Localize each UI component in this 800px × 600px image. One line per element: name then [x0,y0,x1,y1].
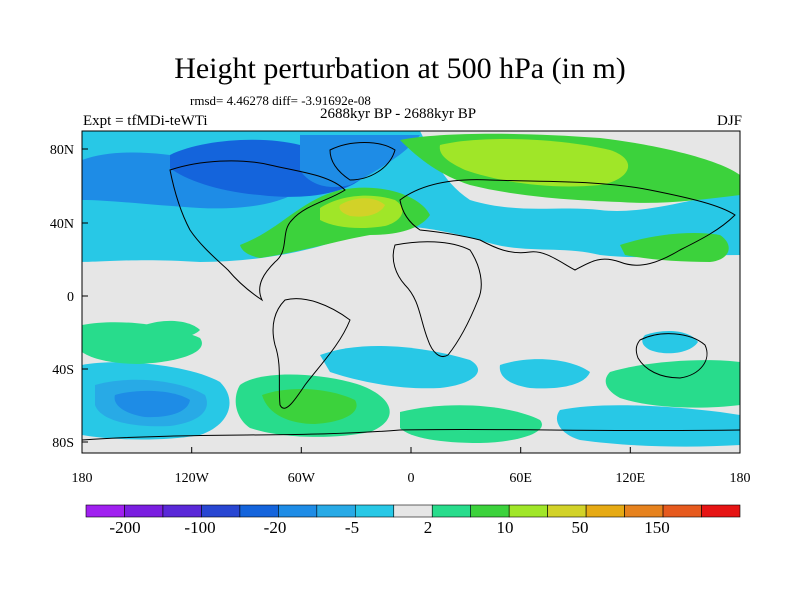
lon-tick-label: 120E [616,471,646,486]
indian-ocean-high [400,405,542,443]
colorbar-swatch [354,504,395,518]
colorbar-label: 2 [424,518,433,537]
colorbar-swatch [624,504,664,518]
coastlines [82,142,740,441]
south-atlantic-low [320,345,479,389]
longitude-ticks: 180 120W 60W 0 60E 120E 180 [72,447,751,486]
experiment-label: Expt = tfMDi-teWTi [83,113,208,129]
colorbar-swatch [162,504,202,518]
antarctica-coast [82,428,740,441]
plot-title: Height perturbation at 500 hPa (in m) [174,52,626,85]
australia-high [605,360,740,408]
southern-ocean-low [556,405,740,447]
lon-tick-label: 180 [730,471,751,486]
eurasia-coast [399,179,736,271]
colorbar-label: 10 [497,518,514,537]
africa-coast [392,241,482,357]
colorbar-swatch [278,504,318,518]
lon-tick-label: 60W [288,471,316,486]
colorbar-swatch [316,504,356,518]
equatorial-high [145,320,200,339]
colorbar-swatch [85,504,125,518]
colorbar: -200 -100 -20 -5 2 10 50 150 [85,504,741,537]
colorbar-swatch [393,504,433,518]
colorbar-label: -100 [184,518,215,537]
colorbar-swatch [470,504,510,518]
colorbar-swatch [239,504,279,518]
colorbar-swatch [585,504,625,518]
season-label: DJF [716,113,742,129]
colorbar-swatch [201,504,241,518]
australia-coast [635,333,708,379]
atlantic-low-band [300,135,420,188]
colorbar-label: 50 [572,518,589,537]
lat-tick-label: 40S [52,363,74,378]
lon-tick-label: 120W [175,471,210,486]
lon-tick-label: 180 [72,471,93,486]
colorbar-swatch [431,504,472,518]
colorbar-label: -20 [264,518,287,537]
colorbar-swatch [124,504,164,518]
australia-low [642,330,698,354]
south-atlantic-high-core [262,388,357,424]
north-america-coast [169,160,346,302]
colorbar-swatch [701,504,741,518]
colorbar-label: -5 [345,518,359,537]
stats-label: rmsd= 4.46278 diff= -3.91692e-08 [190,93,371,108]
colorbar-swatch [662,504,702,518]
north-pacific-high [620,233,729,262]
indian-ocean-low [499,359,590,389]
atlantic-high-core [339,198,385,217]
colorbar-label: -200 [109,518,140,537]
west-pacific-low [82,207,150,237]
lon-tick-label: 60E [509,471,532,486]
south-america-coast [272,298,351,409]
lat-tick-label: 80S [52,436,74,451]
lat-tick-label: 0 [67,290,74,305]
lat-tick-label: 80N [50,143,74,158]
lat-tick-label: 40N [50,217,74,232]
latitude-ticks: 80N 40N 0 40S 80S [50,143,88,451]
colorbar-swatch [547,504,587,518]
greenland-coast [329,142,396,181]
colorbar-label: 150 [644,518,670,537]
colorbar-swatch [508,504,548,518]
lon-tick-label: 0 [408,471,415,486]
eurasia-high-mid [439,138,629,187]
period-label: 2688kyr BP - 2688kyr BP [320,106,477,122]
south-pacific-low-core [114,390,190,418]
